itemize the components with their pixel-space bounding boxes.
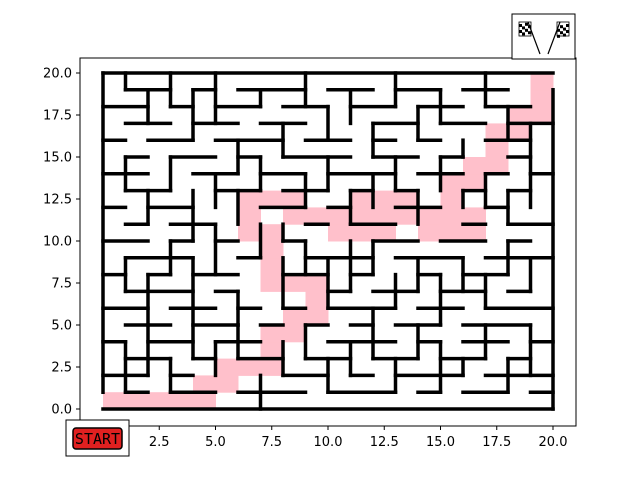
x-tick-label: 2.5 [149, 435, 170, 450]
path-cell [530, 89, 554, 108]
path-cell [260, 224, 284, 242]
x-tick-label: 20.0 [539, 435, 568, 450]
x-tick-label: 10.0 [314, 435, 343, 450]
y-tick-label: 17.5 [43, 109, 72, 124]
path-cell [283, 308, 306, 326]
path-cell [305, 274, 329, 292]
path-cell [508, 123, 531, 141]
y-tick-label: 0.0 [51, 403, 72, 418]
path-cell [260, 257, 284, 276]
path-cell [283, 325, 306, 343]
path-cell [260, 274, 284, 292]
path-cell [305, 207, 329, 225]
goal-flags-icon [511, 13, 576, 60]
path-cell [373, 224, 396, 242]
x-tick-label: 15.0 [426, 435, 455, 450]
path-cell [305, 291, 329, 309]
path-cell [260, 325, 284, 343]
path-cell [215, 358, 239, 376]
path-cell [260, 190, 284, 208]
path-cell [238, 207, 261, 225]
path-cell [125, 392, 149, 410]
path-cell [440, 173, 464, 192]
path-cell [418, 207, 441, 225]
axis-ticks: 2.5 5.0 7.5 10.0 12.5 15.0 17.5 20.0 0.0 2.5 5.0 7.… [43, 67, 567, 451]
path-cell [350, 207, 374, 225]
path-cell [328, 207, 351, 225]
path-cell [463, 224, 486, 242]
path-cell [463, 157, 486, 175]
maze-walls [101, 71, 555, 411]
path-cell [463, 173, 486, 192]
path-cell [440, 190, 464, 208]
path-cell [283, 190, 306, 208]
y-tick-label: 20.0 [43, 67, 72, 82]
y-tick-label: 5.0 [51, 319, 72, 334]
y-tick-label: 7.5 [51, 277, 72, 292]
path-cell [260, 358, 284, 376]
path-cell [193, 375, 216, 393]
path-cell [463, 207, 486, 225]
path-cell [193, 392, 216, 410]
path-cell [350, 224, 374, 242]
path-cell [395, 207, 419, 225]
path-cell [103, 392, 126, 410]
path-cell [148, 392, 171, 410]
path-cell [328, 224, 351, 242]
y-tick-label: 10.0 [43, 235, 72, 250]
x-tick-label: 12.5 [370, 435, 399, 450]
path-cell [283, 274, 306, 292]
path-cell [373, 190, 396, 208]
y-tick-label: 15.0 [43, 151, 72, 166]
path-cell [440, 224, 464, 242]
solution-path [103, 73, 554, 410]
path-cell [260, 241, 284, 259]
path-cell [485, 123, 509, 141]
path-cell [238, 358, 261, 376]
path-cell [260, 341, 284, 360]
path-cell [283, 207, 306, 225]
path-cell [418, 224, 441, 242]
x-tick-label: 17.5 [482, 435, 511, 450]
path-cell [238, 190, 261, 208]
path-cell [215, 375, 239, 393]
path-cell [485, 140, 509, 158]
path-cell [440, 207, 464, 225]
path-cell [395, 190, 419, 208]
start-label: START [75, 430, 120, 448]
y-tick-label: 2.5 [51, 361, 72, 376]
path-cell [530, 73, 554, 91]
path-cell [305, 308, 329, 326]
path-cell [373, 207, 396, 225]
path-cell [485, 157, 509, 175]
path-cell [508, 106, 531, 124]
x-tick-label: 7.5 [261, 435, 282, 450]
path-cell [170, 392, 194, 410]
x-tick-label: 5.0 [205, 435, 226, 450]
path-cell [350, 190, 374, 208]
path-cell [530, 106, 554, 124]
y-tick-label: 12.5 [43, 193, 72, 208]
start-badge: START [65, 419, 130, 457]
path-cell [238, 224, 261, 242]
